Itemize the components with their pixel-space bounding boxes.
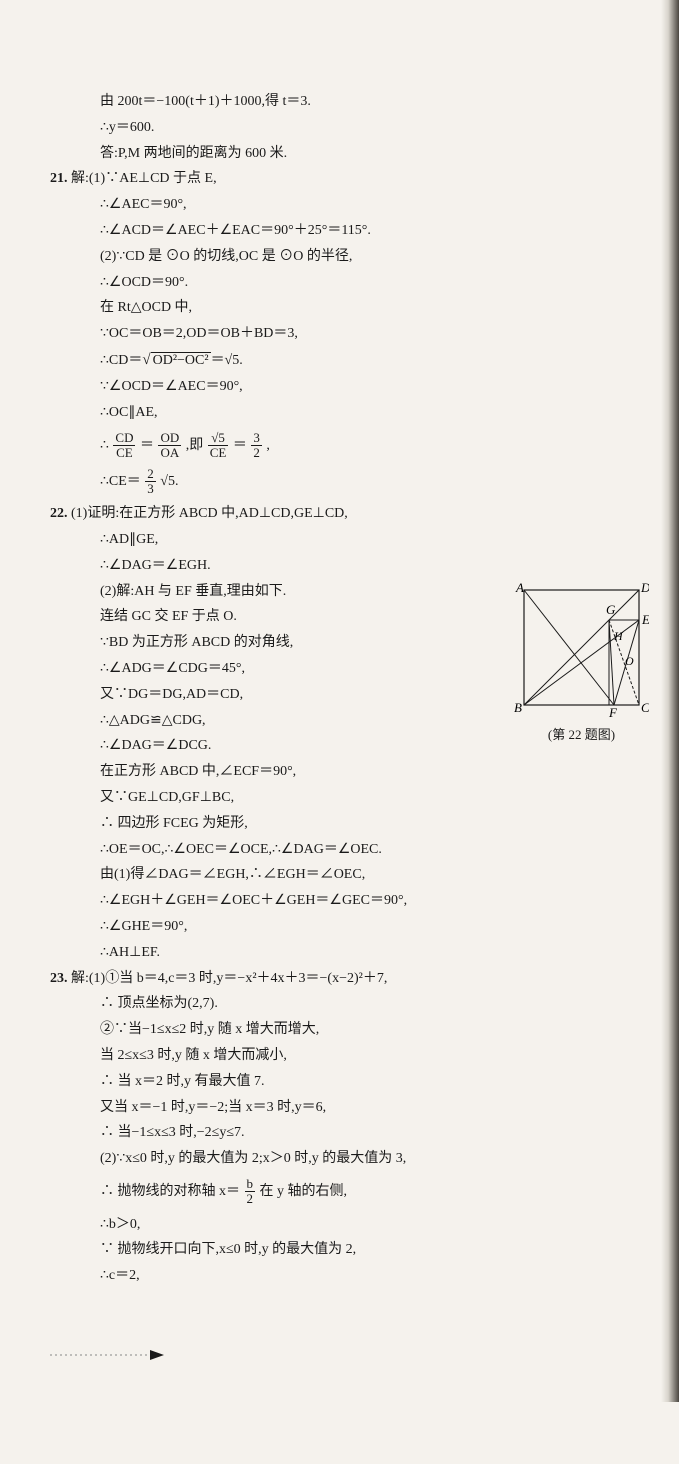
svg-text:O: O	[625, 654, 634, 668]
text-line: ∴∠ACD＝∠AEC＋∠EAC＝90°＋25°＝115°.	[50, 219, 630, 243]
text-line: 答:P,M 两地间的距离为 600 米.	[50, 142, 630, 166]
text-line: ∴ 当 x＝2 时,y 有最大值 7.	[50, 1070, 630, 1094]
text-line: ∴∠DAG＝∠EGH.	[50, 554, 630, 578]
page-footer-marker	[50, 1348, 639, 1362]
svg-text:E: E	[641, 612, 649, 627]
text-line: (2)∵CD 是 ⊙O 的切线,OC 是 ⊙O 的半径,	[50, 245, 630, 269]
text: 解:(1)∵AE⊥CD 于点 E,	[71, 171, 217, 186]
text-line: 又∵GE⊥CD,GF⊥BC,	[50, 786, 630, 810]
fraction: ODOA	[158, 431, 181, 461]
svg-text:D: D	[640, 580, 649, 595]
fraction: 23	[145, 467, 156, 497]
text-line: ∵OC＝OB＝2,OD＝OB＋BD＝3,	[50, 322, 630, 346]
geometry-diagram: A D B C E F G H O	[514, 580, 649, 720]
text-line: 又当 x＝−1 时,y＝−2;当 x＝3 时,y＝6,	[50, 1096, 630, 1120]
fraction: CDCE	[113, 431, 135, 461]
svg-text:H: H	[613, 629, 624, 643]
text-line: ∵∠OCD＝∠AEC＝90°,	[50, 375, 630, 399]
text-line: ∴OC∥AE,	[50, 401, 630, 425]
svg-text:F: F	[608, 705, 618, 720]
text: ,	[266, 438, 270, 453]
text: ＝√5.	[211, 353, 243, 368]
text: 解:(1)①当 b＝4,c＝3 时,y＝−x²＋4x＋3＝−(x−2)²＋7,	[71, 971, 387, 986]
fraction: 32	[251, 431, 262, 461]
text-line: ∵ 抛物线开口向下,x≤0 时,y 的最大值为 2,	[50, 1238, 630, 1262]
text-line: 由(1)得∠DAG＝∠EGH,∴∠EGH＝∠OEC,	[50, 863, 630, 887]
text-line: ∴ 当−1≤x≤3 时,−2≤y≤7.	[50, 1121, 630, 1145]
text-line: ∴CD＝√OD²−OC²＝√5.	[50, 348, 630, 374]
text: (1)证明:在正方形 ABCD 中,AD⊥CD,GE⊥CD,	[71, 506, 348, 521]
text-line: ∴CE＝ 23 √5.	[50, 467, 630, 497]
text: √5.	[160, 474, 178, 489]
text: ∴CE＝	[100, 474, 141, 489]
question-number: 21.	[50, 171, 68, 186]
question-number: 22.	[50, 506, 68, 521]
book-binding-shadow	[661, 0, 679, 1402]
question-number: 23.	[50, 971, 68, 986]
text-line: ②∵当−1≤x≤2 时,y 随 x 增大而增大,	[50, 1018, 630, 1042]
problem-22: 22. (1)证明:在正方形 ABCD 中,AD⊥CD,GE⊥CD,	[50, 502, 630, 526]
text-line: 在 Rt△OCD 中,	[50, 296, 630, 320]
sqrt-content: OD²−OC²	[151, 352, 211, 368]
text: ＝	[233, 438, 247, 453]
problem-22-figure: A D B C E F G H O (第 22 题图)	[514, 580, 649, 746]
text: 在 y 轴的右侧,	[260, 1184, 348, 1199]
text: ,即	[186, 438, 204, 453]
svg-text:C: C	[641, 700, 649, 715]
footer-triangle-icon	[50, 1348, 170, 1362]
text-line: ∴y＝600.	[50, 116, 630, 140]
text-line: ∴ CDCE ＝ ODOA ,即 √5CE ＝ 32 ,	[50, 431, 630, 461]
text: ∴CD＝	[100, 353, 142, 368]
fraction: √5CE	[208, 431, 229, 461]
text: ∴	[100, 438, 109, 453]
text-line: ∴ 四边形 FCEG 为矩形,	[50, 812, 630, 836]
text-line: ∴ 顶点坐标为(2,7).	[50, 992, 630, 1016]
text-line: ∴∠AEC＝90°,	[50, 193, 630, 217]
text-line: 由 200t＝−100(t＋1)＋1000,得 t＝3.	[50, 90, 630, 114]
svg-text:A: A	[515, 580, 524, 595]
text-line: ∴OE＝OC,∴∠OEC＝∠OCE,∴∠DAG＝∠OEC.	[50, 838, 630, 862]
text-line: ∴∠OCD＝90°.	[50, 271, 630, 295]
text-line: ∴∠GHE＝90°,	[50, 915, 630, 939]
fraction: b2	[245, 1177, 256, 1207]
text: ＝	[140, 438, 154, 453]
text-line: ∴c＝2,	[50, 1264, 630, 1288]
svg-text:B: B	[514, 700, 522, 715]
text-line: ∴b＞0,	[50, 1213, 630, 1237]
text-line: ∴AH⊥EF.	[50, 941, 630, 965]
problem-23: 23. 解:(1)①当 b＝4,c＝3 时,y＝−x²＋4x＋3＝−(x−2)²…	[50, 967, 630, 991]
text-line: ∴∠EGH＋∠GEH＝∠OEC＋∠GEH＝∠GEC＝90°,	[50, 889, 630, 913]
text-line: ∴ 抛物线的对称轴 x＝ b2 在 y 轴的右侧,	[50, 1177, 630, 1207]
text-line: 当 2≤x≤3 时,y 随 x 增大而减小,	[50, 1044, 630, 1068]
text-line: 在正方形 ABCD 中,∠ECF＝90°,	[50, 760, 630, 784]
svg-text:G: G	[606, 602, 616, 617]
text: ∴ 抛物线的对称轴 x＝	[100, 1184, 240, 1199]
text-line: (2)∵x≤0 时,y 的最大值为 2;x＞0 时,y 的最大值为 3,	[50, 1147, 630, 1171]
text-line: ∴AD∥GE,	[50, 528, 630, 552]
figure-caption: (第 22 题图)	[514, 724, 649, 746]
problem-21: 21. 解:(1)∵AE⊥CD 于点 E,	[50, 167, 630, 191]
